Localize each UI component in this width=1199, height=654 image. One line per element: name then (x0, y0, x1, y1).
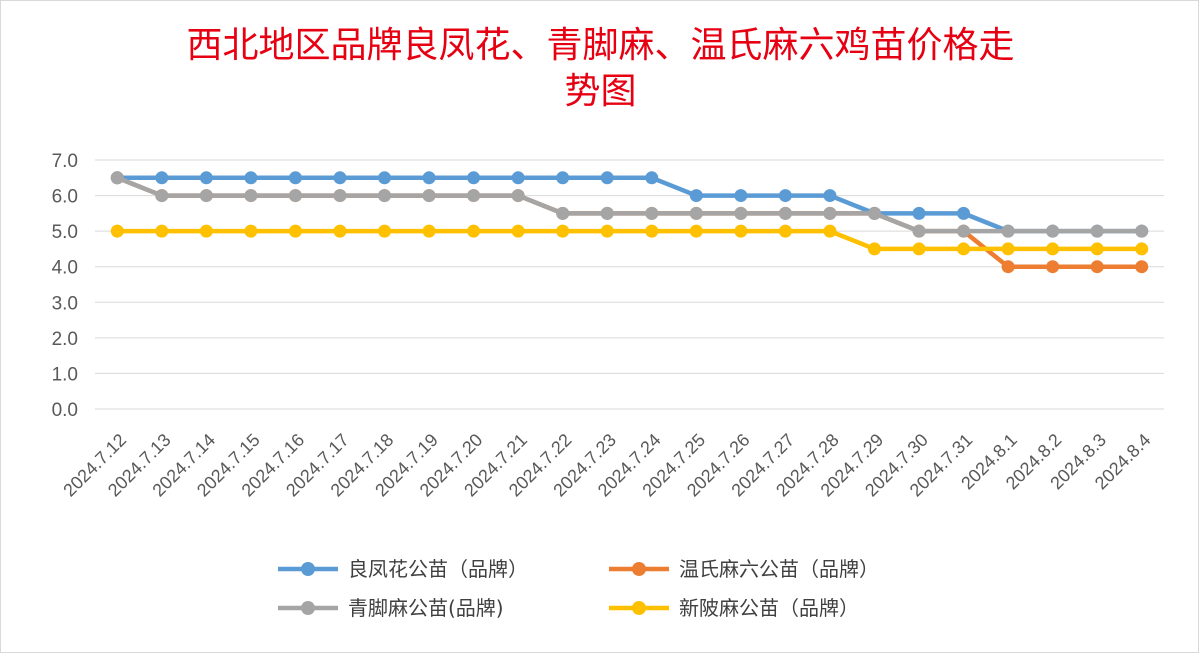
data-point (645, 171, 659, 185)
data-point (333, 171, 347, 185)
data-point (199, 189, 213, 203)
legend-label: 良凤花公苗（品牌） (348, 557, 528, 581)
y-tick-label: 6.0 (52, 187, 78, 208)
data-point (1046, 260, 1060, 274)
series-line (116, 175, 1142, 234)
data-point (556, 171, 570, 185)
y-tick-label: 0.0 (52, 400, 78, 421)
data-point (689, 224, 703, 238)
data-point (422, 171, 436, 185)
data-point (378, 171, 392, 185)
data-point (199, 171, 213, 185)
data-point (288, 224, 302, 238)
data-point (467, 189, 481, 203)
y-tick-label: 1.0 (52, 364, 78, 385)
data-point (734, 206, 748, 220)
data-point (823, 189, 837, 203)
data-point (689, 189, 703, 203)
data-point (957, 224, 971, 238)
data-point (288, 189, 302, 203)
data-point (199, 224, 213, 238)
data-point (734, 224, 748, 238)
legend-label: 温氏麻六公苗（品牌） (679, 557, 879, 581)
data-point (957, 206, 971, 220)
data-point (1001, 260, 1015, 274)
data-point (1046, 224, 1060, 238)
data-point (867, 242, 881, 256)
data-point (1046, 242, 1060, 256)
y-tick-label: 4.0 (52, 258, 78, 279)
data-point (1135, 242, 1149, 256)
data-point (689, 206, 703, 220)
data-point (867, 206, 881, 220)
data-point (957, 242, 971, 256)
data-point (778, 189, 792, 203)
data-point (110, 171, 124, 185)
data-point (912, 224, 926, 238)
legend-label: 青脚麻公苗(品牌) (348, 596, 504, 620)
data-point (378, 189, 392, 203)
data-point (244, 189, 258, 203)
data-point (912, 206, 926, 220)
data-point (600, 206, 614, 220)
data-point (110, 224, 124, 238)
data-point (600, 224, 614, 238)
data-point (823, 206, 837, 220)
data-point (244, 224, 258, 238)
legend-marker (301, 562, 315, 576)
y-tick-label: 5.0 (52, 222, 78, 243)
data-point (511, 189, 525, 203)
series-line (117, 175, 1142, 234)
data-point (155, 189, 169, 203)
data-point (244, 171, 258, 185)
chart-title-line-1: 西北地区品牌良凤花、青脚麻、温氏麻六鸡苗价格走 (186, 25, 1015, 66)
data-point (912, 242, 926, 256)
data-point (288, 171, 302, 185)
legend-marker (632, 562, 646, 576)
data-point (645, 206, 659, 220)
series-line (117, 228, 1142, 252)
data-point (734, 189, 748, 203)
data-point (1001, 242, 1015, 256)
data-point (155, 224, 169, 238)
data-point (467, 171, 481, 185)
data-point (155, 171, 169, 185)
data-point (600, 171, 614, 185)
legend-marker (301, 601, 315, 615)
data-point (1135, 260, 1149, 274)
data-point (778, 206, 792, 220)
y-tick-label: 7.0 (52, 151, 78, 172)
data-point (1001, 224, 1015, 238)
data-point (823, 224, 837, 238)
legend-label: 新陂麻公苗（品牌） (679, 596, 859, 620)
chart-title-line-2: 势图 (564, 71, 637, 112)
data-point (333, 189, 347, 203)
data-point (1090, 260, 1104, 274)
data-point (778, 224, 792, 238)
data-point (467, 224, 481, 238)
data-point (1090, 224, 1104, 238)
y-tick-label: 3.0 (52, 293, 78, 314)
data-point (1090, 242, 1104, 256)
data-point (333, 224, 347, 238)
data-point (511, 171, 525, 185)
legend-marker (632, 601, 646, 615)
data-point (556, 224, 570, 238)
data-point (422, 224, 436, 238)
data-point (422, 189, 436, 203)
data-point (511, 224, 525, 238)
y-tick-label: 2.0 (52, 329, 78, 350)
data-point (556, 206, 570, 220)
data-point (1135, 224, 1149, 238)
data-point (645, 224, 659, 238)
data-point (378, 224, 392, 238)
chart-title: 西北地区品牌良凤花、青脚麻、温氏麻六鸡苗价格走 势图 (1, 23, 1199, 115)
